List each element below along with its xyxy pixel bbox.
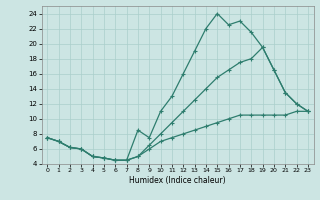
X-axis label: Humidex (Indice chaleur): Humidex (Indice chaleur) (129, 176, 226, 185)
